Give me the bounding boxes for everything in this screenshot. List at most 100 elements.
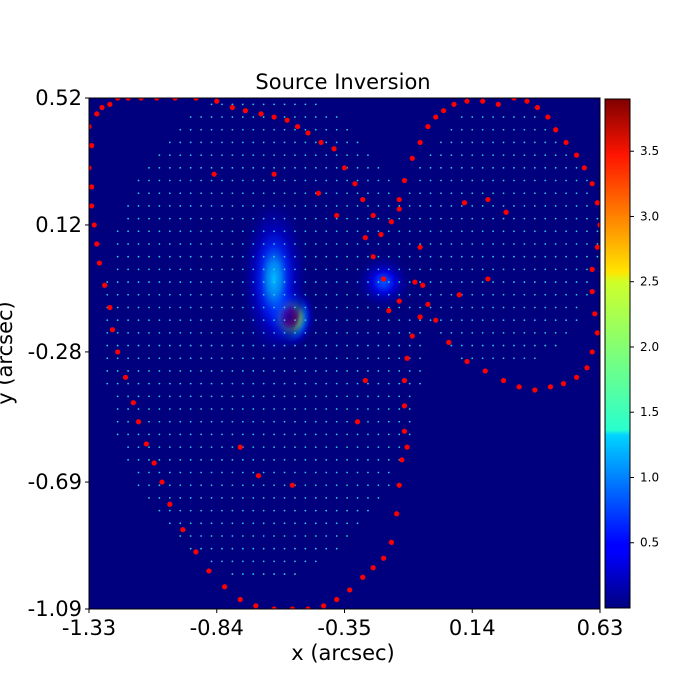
cyan-point bbox=[356, 154, 359, 157]
cyan-point bbox=[419, 382, 422, 385]
cyan-point bbox=[356, 179, 359, 182]
red-point bbox=[271, 114, 277, 120]
red-point bbox=[516, 384, 522, 390]
cyan-point bbox=[450, 306, 453, 309]
cyan-point bbox=[502, 344, 505, 347]
cyan-point bbox=[492, 141, 495, 144]
cyan-point bbox=[283, 535, 286, 537]
cyan-point bbox=[210, 103, 213, 106]
cyan-point bbox=[273, 255, 276, 258]
cyan-point bbox=[231, 255, 234, 258]
cyan-point bbox=[210, 471, 213, 474]
cyan-point bbox=[335, 408, 338, 410]
colorbar-tick-label: 1.0 bbox=[640, 470, 659, 484]
cyan-point bbox=[523, 255, 526, 258]
cyan-point bbox=[168, 154, 171, 157]
cyan-point bbox=[200, 535, 203, 537]
cyan-point bbox=[367, 408, 369, 410]
cyan-point bbox=[148, 268, 150, 271]
cyan-point bbox=[200, 522, 203, 525]
cyan-point bbox=[304, 395, 307, 398]
cyan-point bbox=[241, 293, 244, 296]
cyan-point bbox=[367, 166, 369, 169]
red-point bbox=[211, 171, 217, 177]
cyan-point bbox=[314, 243, 317, 245]
cyan-point bbox=[283, 458, 286, 461]
cyan-point bbox=[189, 268, 192, 271]
cyan-point bbox=[116, 306, 119, 309]
cyan-point bbox=[273, 306, 276, 309]
cyan-point bbox=[575, 281, 578, 283]
cyan-point bbox=[304, 255, 307, 258]
cyan-point bbox=[137, 230, 140, 233]
cyan-point bbox=[356, 141, 359, 144]
cyan-point bbox=[294, 141, 296, 144]
cyan-point bbox=[335, 357, 338, 360]
cyan-point bbox=[283, 268, 286, 271]
cyan-point bbox=[398, 217, 401, 220]
cyan-point bbox=[367, 382, 369, 385]
cyan-point bbox=[189, 230, 192, 233]
cyan-point bbox=[241, 319, 244, 322]
cyan-point bbox=[356, 217, 359, 220]
cyan-point bbox=[273, 357, 276, 360]
cyan-point bbox=[116, 281, 119, 283]
cyan-point bbox=[367, 331, 369, 334]
cyan-point bbox=[513, 268, 515, 271]
cyan-point bbox=[544, 230, 547, 233]
y-tick-label: 0.52 bbox=[35, 86, 82, 110]
cyan-point bbox=[429, 192, 432, 195]
cyan-point bbox=[346, 458, 349, 461]
cyan-point bbox=[325, 547, 328, 550]
cyan-point bbox=[262, 243, 265, 245]
cyan-point bbox=[387, 484, 390, 487]
cyan-point bbox=[377, 344, 380, 347]
red-point bbox=[360, 196, 366, 203]
cyan-point bbox=[241, 166, 244, 169]
cyan-point bbox=[252, 484, 255, 487]
cyan-point bbox=[127, 420, 130, 423]
cyan-point bbox=[596, 243, 599, 245]
cyan-point bbox=[314, 166, 317, 169]
cyan-point bbox=[221, 179, 223, 182]
cyan-point bbox=[200, 281, 203, 283]
cyan-point bbox=[554, 331, 557, 334]
cyan-point bbox=[137, 357, 140, 360]
cyan-point bbox=[398, 446, 401, 449]
cyan-point bbox=[398, 433, 401, 436]
cyan-point bbox=[168, 268, 171, 271]
cyan-point bbox=[221, 230, 223, 233]
cyan-point bbox=[221, 484, 223, 487]
red-point bbox=[500, 377, 507, 384]
cyan-point bbox=[221, 116, 223, 118]
cyan-point bbox=[304, 408, 307, 410]
red-point bbox=[318, 139, 324, 146]
cyan-point bbox=[200, 420, 203, 423]
cyan-point bbox=[168, 484, 171, 487]
cyan-point bbox=[210, 217, 213, 220]
cyan-point bbox=[346, 535, 349, 537]
cyan-point bbox=[241, 471, 244, 474]
cyan-point bbox=[450, 217, 453, 220]
cyan-point bbox=[283, 281, 286, 283]
cyan-point bbox=[325, 420, 328, 423]
cyan-point bbox=[429, 230, 432, 233]
cyan-point bbox=[429, 268, 432, 271]
cyan-point bbox=[304, 484, 307, 487]
red-point bbox=[91, 222, 97, 228]
cyan-point bbox=[460, 192, 463, 195]
colorbar-tick-label: 3.5 bbox=[640, 144, 659, 158]
cyan-point bbox=[189, 293, 192, 296]
cyan-point bbox=[221, 497, 223, 499]
cyan-point bbox=[179, 154, 182, 157]
cyan-point bbox=[189, 382, 192, 385]
cyan-point bbox=[221, 471, 223, 474]
cyan-point bbox=[460, 243, 463, 245]
cyan-point bbox=[116, 395, 119, 398]
cyan-point bbox=[168, 192, 171, 195]
cyan-point bbox=[356, 166, 359, 169]
cyan-point bbox=[586, 192, 588, 195]
cyan-point bbox=[492, 128, 495, 131]
cyan-point bbox=[408, 319, 411, 322]
red-point bbox=[412, 279, 418, 285]
